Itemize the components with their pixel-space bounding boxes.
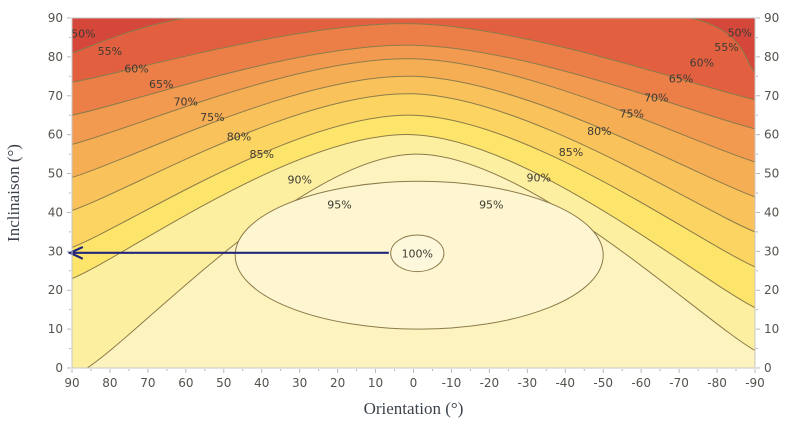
y-tick-label-right: 70: [764, 89, 779, 103]
x-tick-label: -60: [631, 376, 651, 390]
contour-label: 50%: [728, 26, 752, 39]
contour-label: 60%: [690, 57, 714, 70]
y-tick-label-left: 20: [48, 283, 63, 297]
contour-label: 95%: [327, 199, 351, 212]
contour-bands: [72, 18, 755, 368]
y-tick-label-right: 20: [764, 283, 779, 297]
contour-label: 95%: [479, 199, 503, 212]
contour-label: 75%: [619, 107, 643, 120]
contour-label: 90%: [526, 171, 550, 184]
y-tick-label-right: 10: [764, 322, 779, 336]
contour-line-70: [72, 75, 755, 198]
y-tick-label-right: 50: [764, 167, 779, 181]
x-tick-label: -20: [480, 376, 500, 390]
x-axis-title: Orientation (°): [363, 399, 464, 418]
contour-line-50: [72, 18, 755, 73]
contour-label: 85%: [559, 146, 583, 159]
contour-label: 70%: [174, 96, 198, 109]
y-tick-label-right: 60: [764, 128, 779, 142]
x-tick-label: 40: [254, 376, 269, 390]
y-tick-label-right: 0: [764, 361, 772, 375]
y-tick-label-left: 30: [48, 244, 63, 258]
x-tick-label: -70: [669, 376, 689, 390]
x-tick-label: 20: [330, 376, 345, 390]
x-tick-label: -10: [442, 376, 462, 390]
contour-labels: 50%55%60%65%70%75%80%85%90%95%100%95%90%…: [71, 26, 752, 260]
contour-label: 65%: [669, 72, 693, 85]
x-tick-label: -90: [745, 376, 765, 390]
contour-label: 55%: [98, 45, 122, 58]
x-tick-label: -30: [518, 376, 538, 390]
y-tick-label-left: 0: [55, 361, 63, 375]
y-tick-label-right: 40: [764, 205, 779, 219]
x-tick-label: 80: [102, 376, 117, 390]
y-tick-label-left: 70: [48, 89, 63, 103]
y-tick-label-left: 90: [48, 11, 63, 25]
x-tick-label: 0: [410, 376, 418, 390]
y-tick-label-left: 10: [48, 322, 63, 336]
y-tick-label-right: 90: [764, 11, 779, 25]
contour-label: 80%: [227, 131, 251, 144]
x-tick-label: -50: [593, 376, 613, 390]
x-tick-label: -40: [555, 376, 575, 390]
y-axis-title: Inclinaison (°): [4, 144, 23, 242]
x-tick-label: 50: [216, 376, 231, 390]
contour-line-55: [72, 23, 755, 101]
y-tick-label-left: 40: [48, 205, 63, 219]
contour-line-60: [72, 44, 755, 130]
y-tick-label-right: 80: [764, 50, 779, 64]
x-tick-label: -80: [707, 376, 727, 390]
y-tick-label-left: 60: [48, 128, 63, 142]
y-tick-label-right: 30: [764, 244, 779, 258]
contour-label: 60%: [124, 63, 148, 76]
axis-ticks: 90 80 70 60 50 40 30 20 10 0 -10 -20 -30 -40 -50 -60 -70…: [48, 11, 780, 390]
contour-band-100: [390, 234, 445, 273]
contour-label: 50%: [71, 28, 95, 41]
contour-label: 90%: [287, 173, 311, 186]
optimum-arrow-head: [67, 246, 84, 260]
contour-line-75: [72, 93, 755, 233]
plot-frame: [71, 17, 756, 369]
contour-label: 55%: [714, 41, 738, 54]
contour-label: 65%: [149, 78, 173, 91]
y-tick-label-left: 50: [48, 167, 63, 181]
x-tick-label: 90: [64, 376, 79, 390]
contour-label: 100%: [402, 247, 433, 260]
y-tick-label-left: 80: [48, 50, 63, 64]
contour-label: 85%: [249, 148, 273, 161]
x-tick-label: 10: [368, 376, 383, 390]
x-tick-label: 60: [178, 376, 193, 390]
x-tick-label: 30: [292, 376, 307, 390]
contour-line-65: [72, 58, 755, 163]
contour-line-85: [72, 134, 755, 309]
contour-label: 75%: [200, 111, 224, 124]
contour-label: 80%: [587, 125, 611, 138]
contour-line-90: [86, 153, 755, 368]
contour-label: 70%: [644, 92, 668, 105]
x-tick-label: 70: [140, 376, 155, 390]
contour-line-80: [72, 114, 755, 268]
optimum-arrow: [67, 246, 389, 260]
